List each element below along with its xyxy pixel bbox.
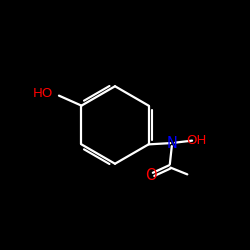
- Text: HO: HO: [32, 86, 53, 100]
- Text: O: O: [145, 168, 156, 183]
- Text: N: N: [167, 136, 178, 150]
- Text: OH: OH: [186, 134, 206, 147]
